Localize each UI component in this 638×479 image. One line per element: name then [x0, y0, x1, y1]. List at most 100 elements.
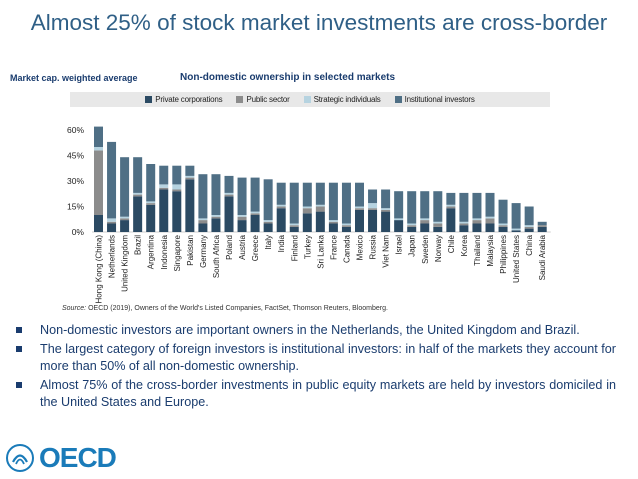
bar-segment-private-corporations [302, 213, 312, 232]
legend-swatch-private [145, 96, 153, 103]
bar-segment-strategic-individuals [185, 175, 195, 178]
x-tick-label: Japan [408, 235, 417, 257]
bar-segment-strategic-individuals [250, 211, 260, 214]
bar-segment-private-corporations [263, 223, 273, 232]
x-tick-label: Saudi Arabia [538, 234, 547, 280]
bar-segment-private-corporations [276, 208, 286, 232]
x-tick-label: Poland [225, 235, 234, 260]
bar-segment-institutional-investors [328, 182, 338, 221]
bar-segment-public-sector [211, 216, 221, 219]
x-tick-label: China [525, 234, 534, 255]
bar-segment-public-sector [407, 225, 417, 227]
bar-segment-private-corporations [146, 204, 156, 232]
bar-segment-institutional-investors [185, 165, 195, 176]
bar-segment-strategic-individuals [407, 223, 417, 226]
legend-item-public: Public sector [236, 95, 290, 104]
y-tick-label: 30% [67, 176, 84, 186]
chart-subtitle: Market cap. weighted average [10, 73, 138, 83]
x-tick-label: South Africa [212, 234, 221, 278]
chart-legend: Private corporations Public sector Strat… [70, 92, 550, 107]
bar-segment-strategic-individuals [107, 218, 117, 222]
x-tick-label: Netherlands [108, 235, 117, 278]
x-tick-label: Philippines [499, 235, 508, 274]
bar-segment-private-corporations [94, 215, 103, 232]
bar-segment-institutional-investors [394, 191, 404, 219]
bar-segment-strategic-individuals [341, 223, 351, 226]
bar-segment-strategic-individuals [315, 204, 325, 207]
bar-segment-institutional-investors [250, 177, 260, 212]
x-tick-label: Chile [447, 234, 456, 253]
bar-segment-public-sector [459, 223, 469, 226]
bar-segment-institutional-investors [433, 191, 443, 222]
x-tick-label: Turkey [303, 235, 312, 259]
x-tick-label: Israel [395, 235, 404, 255]
bar-segment-private-corporations [341, 226, 351, 232]
bar-segment-public-sector [328, 221, 338, 224]
bar-segment-public-sector [420, 220, 430, 224]
x-tick-label: Italy [264, 235, 273, 250]
source-text: OECD (2019), Owners of the World's Liste… [88, 305, 388, 312]
bar-segment-institutional-investors [172, 165, 182, 185]
bar-segment-private-corporations [524, 228, 534, 232]
x-tick-label: United Kingdom [121, 235, 130, 292]
y-tick-label: 0% [72, 227, 85, 237]
bar-segment-institutional-investors [146, 164, 156, 202]
bar-segment-strategic-individuals [498, 223, 508, 226]
bar-segment-strategic-individuals [368, 203, 378, 209]
bar-segment-public-sector [472, 220, 482, 224]
bar-segment-public-sector [224, 194, 234, 197]
square-bullet-icon [16, 327, 22, 333]
bullet-text: Non-domestic investors are important own… [40, 323, 580, 337]
bullet-list: Non-domestic investors are important own… [12, 322, 616, 413]
bar-segment-institutional-investors [107, 141, 117, 219]
square-bullet-icon [16, 345, 22, 352]
bar-segment-institutional-investors [381, 189, 391, 209]
bar-segment-private-corporations [250, 215, 260, 232]
bar-segment-private-corporations [381, 211, 391, 232]
x-tick-label: Greece [251, 234, 260, 261]
bar-segment-public-sector [498, 225, 508, 227]
bar-segment-public-sector [276, 206, 286, 209]
bar-segment-public-sector [237, 216, 247, 221]
source-label: Source: [62, 305, 87, 312]
y-tick-label: 45% [67, 151, 84, 161]
bar-segment-private-corporations [185, 179, 195, 232]
logo-text: OECD [39, 442, 117, 473]
bar-segment-public-sector [185, 177, 195, 180]
bar-segment-public-sector [446, 206, 456, 209]
bar-segment-public-sector [250, 213, 260, 215]
x-tick-label: Sweden [421, 235, 430, 264]
bar-segment-strategic-individuals [211, 215, 221, 217]
bar-segment-institutional-investors [289, 182, 299, 224]
bar-segment-strategic-individuals [355, 206, 364, 209]
legend-label-private: Private corporations [155, 95, 223, 104]
bar-segment-private-corporations [224, 196, 234, 232]
bar-segment-private-corporations [133, 196, 143, 232]
bar-segment-private-corporations [172, 191, 182, 232]
x-tick-label: Thailand [473, 235, 482, 266]
y-tick-label: 60% [67, 125, 84, 135]
bar-segment-private-corporations [459, 225, 469, 232]
bullet-item: Non-domestic investors are important own… [12, 322, 616, 340]
x-tick-label: Brazil [134, 235, 143, 255]
chart-source: Source: OECD (2019), Owners of the World… [62, 305, 388, 312]
bar-segment-public-sector [263, 221, 273, 224]
bar-segment-public-sector [133, 194, 143, 197]
x-tick-label: Indonesia [160, 234, 169, 269]
x-tick-label: Pakistan [186, 235, 195, 266]
bar-segment-private-corporations [433, 226, 443, 232]
x-tick-label: Viet Nam [382, 235, 391, 268]
bar-segment-institutional-investors [407, 191, 417, 224]
bar-segment-public-sector [433, 223, 443, 227]
legend-swatch-strategic [303, 96, 311, 103]
legend-item-private: Private corporations [145, 95, 223, 104]
x-tick-label: Germany [199, 235, 208, 268]
bar-segment-public-sector [120, 218, 130, 221]
bar-segment-institutional-investors [420, 191, 430, 219]
bar-segment-private-corporations [355, 209, 364, 232]
bar-segment-institutional-investors [355, 182, 364, 207]
bar-segment-strategic-individuals [159, 184, 169, 188]
bar-segment-institutional-investors [459, 192, 469, 222]
bar-segment-strategic-individuals [381, 208, 391, 210]
bar-segment-private-corporations [511, 230, 521, 232]
